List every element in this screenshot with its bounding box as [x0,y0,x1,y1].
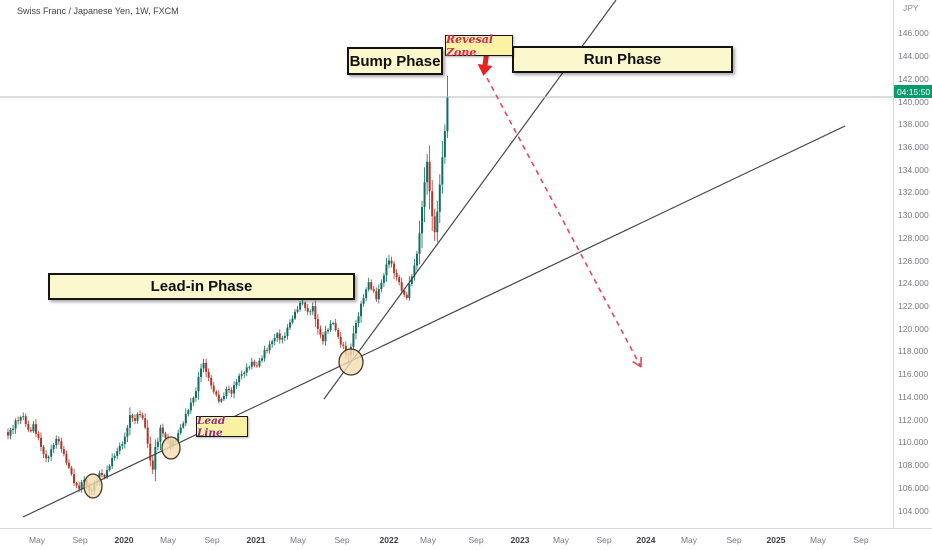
price-label: 128.000 [898,232,929,243]
time-label-may: May [809,535,827,545]
annotation-lead-line[interactable]: Lead Line [196,415,248,439]
time-label-sep: Sep [726,535,742,545]
price-label: 116.000 [898,369,929,380]
time-label-2022: 2022 [379,535,399,545]
price-label: 112.000 [898,414,929,425]
price-label: 118.000 [898,346,929,357]
price-label: 108.000 [898,460,929,471]
price-label: 142.000 [898,73,929,84]
time-label-may: May [159,535,177,545]
price-label: 138.000 [898,119,929,130]
price-label: 132.000 [898,187,929,198]
price-axis[interactable]: JPY 146.000 144.000 142.000 140.000 138.000 1… [893,0,932,550]
price-label: 130.000 [898,210,929,221]
time-label-may: May [552,535,570,545]
time-label-may: May [28,535,46,545]
touch-point-circle-3[interactable] [338,348,364,376]
annotation-bump-phase[interactable]: Bump Phase [347,47,443,75]
time-label-sep: Sep [853,535,869,545]
touch-point-circle-2[interactable] [161,436,181,460]
price-axis-currency-label: JPY [903,3,919,13]
time-label-may: May [289,535,307,545]
annotation-lead-in-phase[interactable]: Lead-in Phase [48,273,355,300]
price-label: 144.000 [898,51,929,62]
price-label: 136.000 [898,142,929,152]
price-label: 122.000 [898,301,929,312]
time-label-2021: 2021 [246,535,266,545]
price-label: 120.000 [898,323,929,334]
time-label-2025: 2025 [766,535,786,545]
time-label-sep: Sep [204,535,220,545]
price-label: 140.000 [898,96,929,107]
bar-countdown-badge[interactable]: 04:15:50 [894,85,932,99]
time-label-sep: Sep [72,535,88,545]
time-label-may: May [419,535,437,545]
price-label: 134.000 [898,164,929,175]
symbol-title[interactable]: Swiss Franc / Japanese Yen, 1W, FXCM [17,6,179,16]
price-label: 126.000 [898,255,929,266]
price-label: 146.000 [898,28,929,39]
dashed-projection-arrow[interactable] [486,77,642,368]
price-label: 124.000 [898,278,929,289]
time-label-2020: 2020 [114,535,134,545]
price-label: 106.000 [898,482,929,493]
touch-point-circle-1[interactable] [83,473,103,499]
time-label-sep: Sep [334,535,350,545]
price-label: 114.000 [898,391,929,402]
time-label-2024: 2024 [636,535,656,545]
time-label-2023: 2023 [510,535,530,545]
price-label: 104.000 [898,505,929,516]
annotation-reversal-zone[interactable]: Revesal Zone [445,33,513,59]
time-label-may: May [680,535,698,545]
price-label: 110.000 [898,437,929,448]
red-down-arrow[interactable] [476,54,494,77]
time-label-sep: Sep [596,535,612,545]
time-axis[interactable]: May Sep 2020 May Sep 2021 May Sep 2022 May Sep 2023… [0,528,932,550]
annotation-run-phase[interactable]: Run Phase [512,46,733,73]
lead-trend-line[interactable] [22,125,846,518]
time-label-sep: Sep [468,535,484,545]
